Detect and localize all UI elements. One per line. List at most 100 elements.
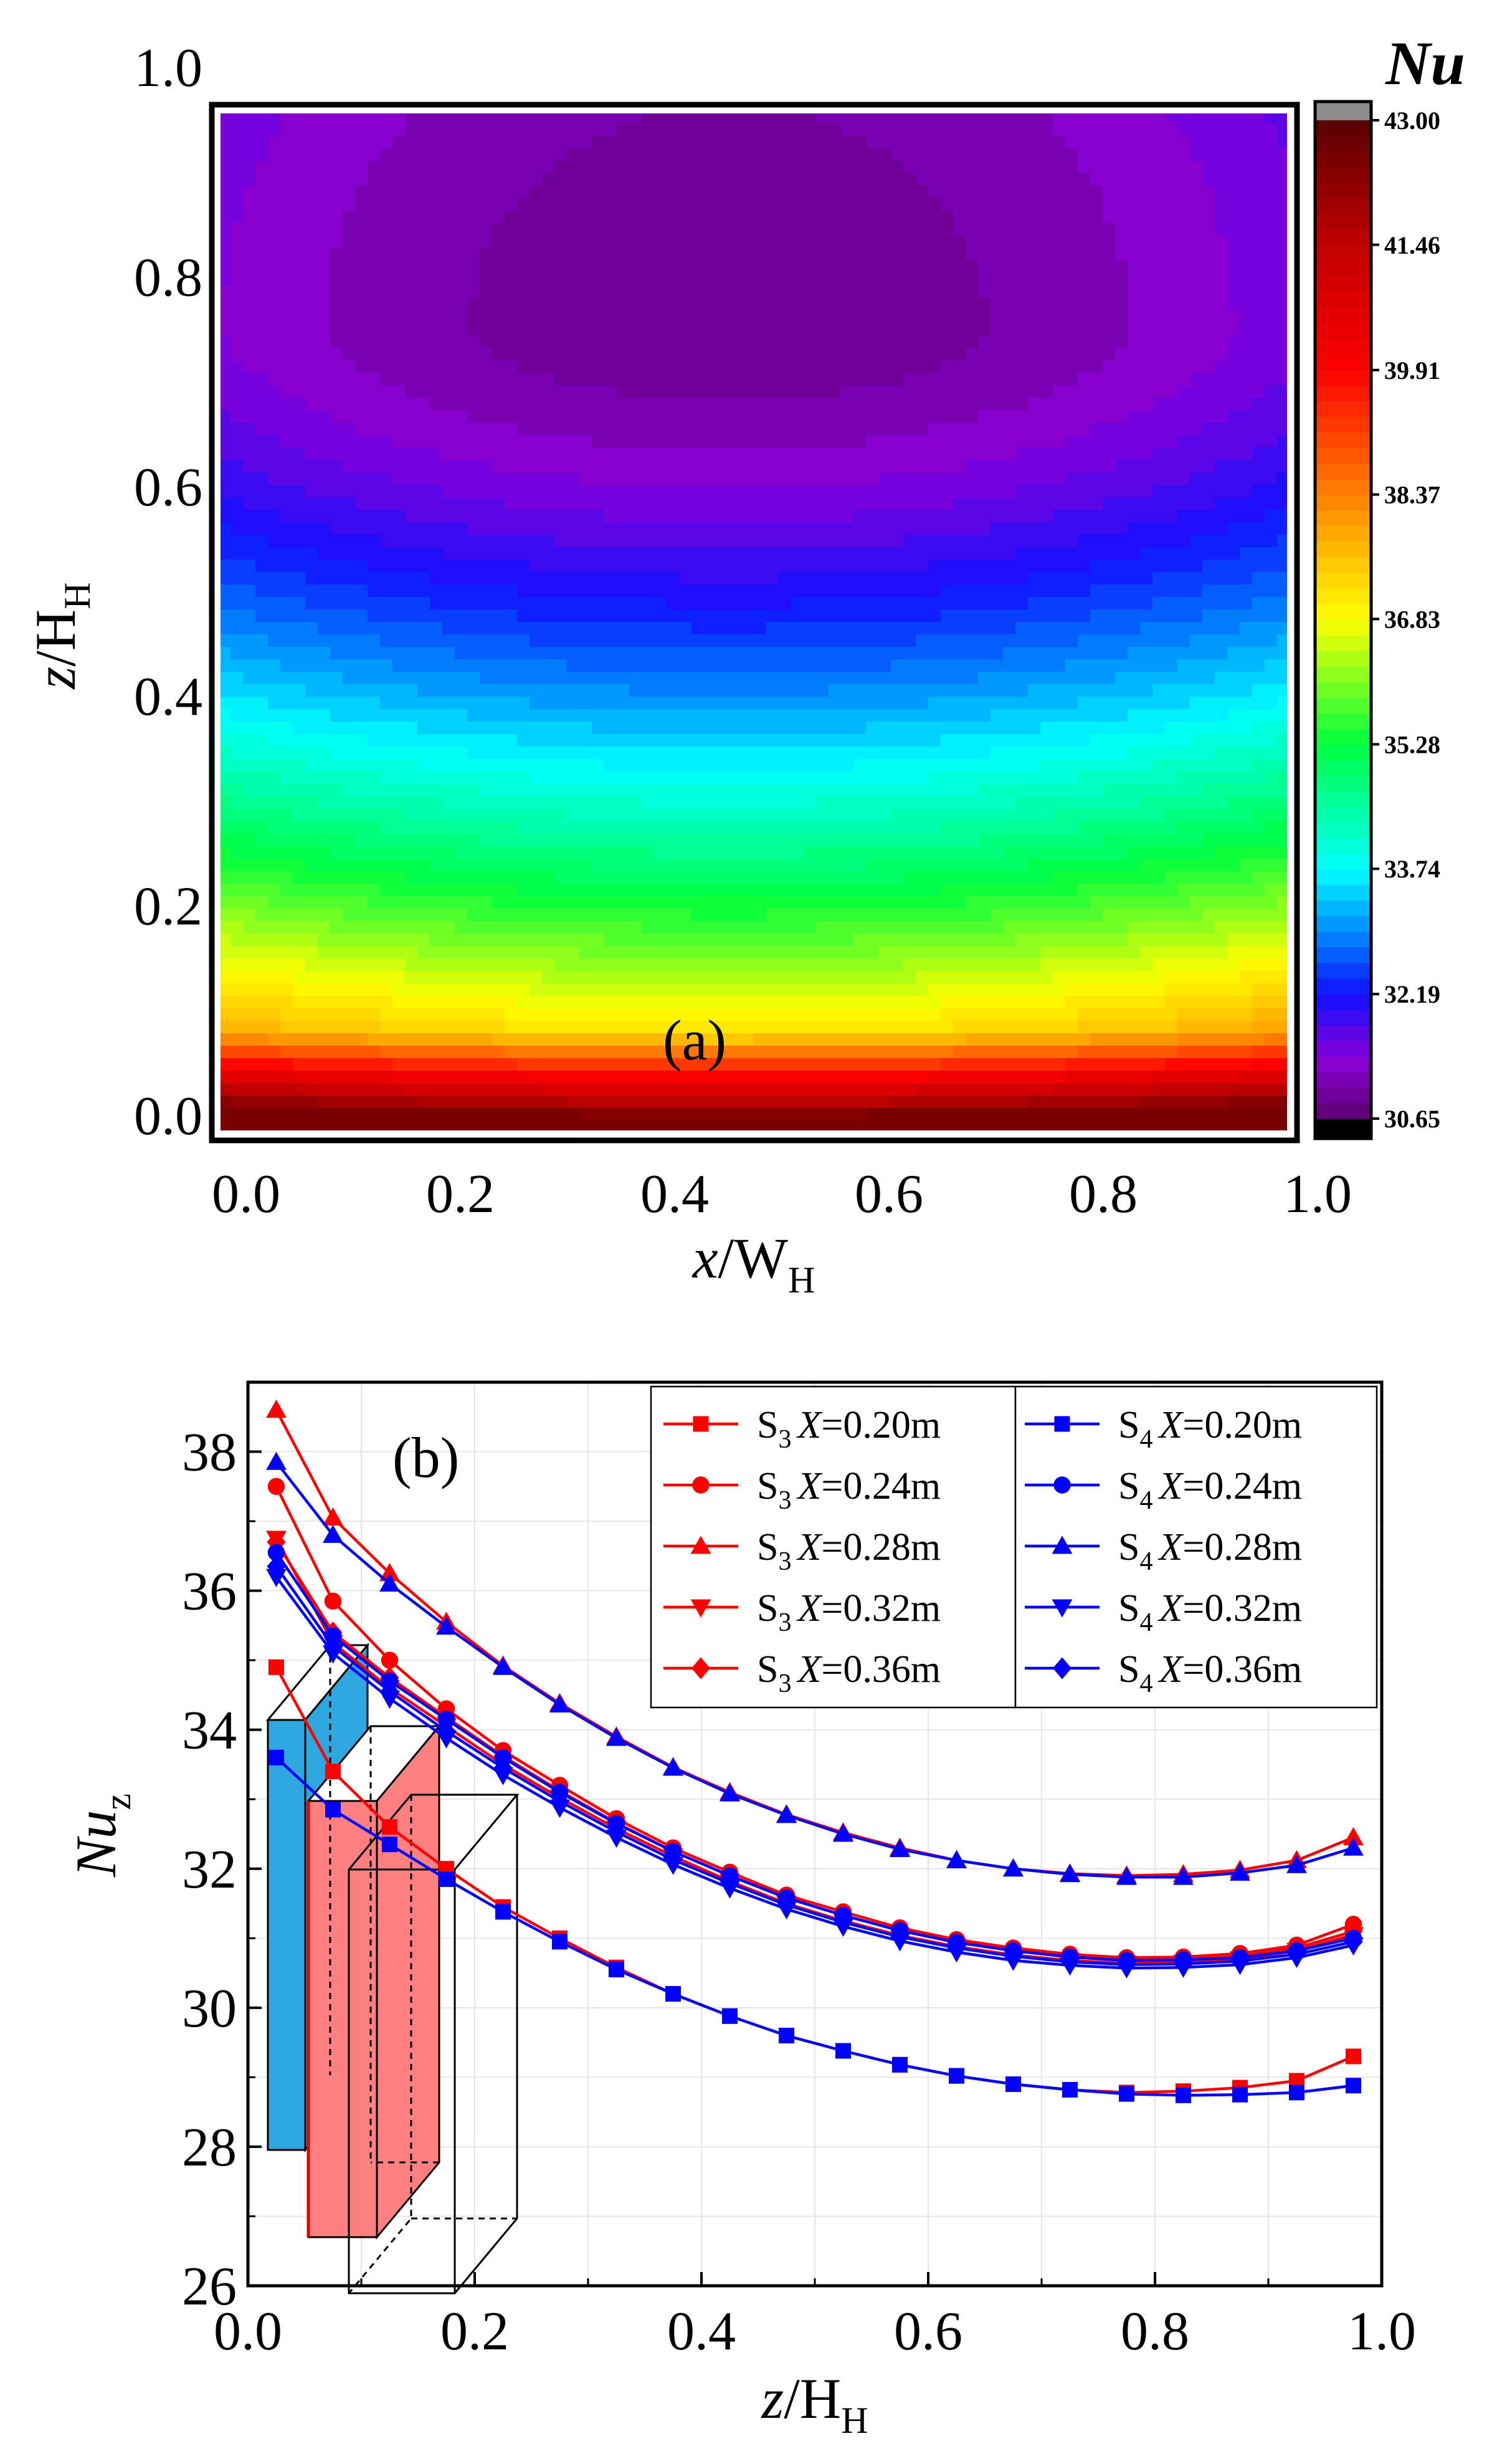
heatmap-cell <box>866 223 879 236</box>
heatmap-cell <box>716 759 729 772</box>
heatmap-cell <box>654 821 667 834</box>
heatmap-cell <box>953 771 966 785</box>
heatmap-cell <box>816 148 829 161</box>
heatmap-cell <box>405 684 418 697</box>
heatmap-cell <box>642 1108 655 1121</box>
heatmap-cell <box>791 796 804 809</box>
heatmap-cell <box>654 609 667 623</box>
heatmap-cell <box>966 796 979 809</box>
heatmap-cell <box>953 1058 966 1071</box>
heatmap-cell <box>467 597 480 610</box>
heatmap-cell <box>505 211 518 224</box>
heatmap-cell <box>530 971 543 984</box>
heatmap-cell <box>891 335 904 348</box>
heatmap-cell <box>642 348 655 361</box>
heatmap-cell <box>392 398 406 411</box>
heatmap-cell <box>417 734 430 747</box>
heatmap-cell <box>691 634 705 647</box>
heatmap-cell <box>779 547 792 560</box>
heatmap-cell <box>629 535 642 548</box>
heatmap-cell <box>243 634 256 647</box>
heatmap-cell <box>405 722 418 735</box>
heatmap-cell <box>829 659 842 672</box>
heatmap-cell <box>679 260 692 274</box>
heatmap-cell <box>791 360 804 373</box>
heatmap-cell <box>467 971 480 984</box>
heatmap-cell <box>604 248 617 261</box>
heatmap-cell <box>916 597 929 610</box>
heatmap-cell <box>255 360 268 373</box>
heatmap-cell <box>467 136 480 149</box>
heatmap-cell <box>816 273 829 286</box>
heatmap-cell <box>442 958 455 972</box>
heatmap-cell <box>804 211 817 224</box>
heatmap-cell <box>542 647 555 660</box>
heatmap-cell <box>268 784 281 797</box>
heatmap-cell <box>343 123 356 136</box>
heatmap-cell <box>866 722 879 735</box>
heatmap-cell <box>866 535 879 548</box>
heatmap-cell <box>579 236 592 249</box>
heatmap-cell <box>866 335 879 348</box>
heatmap-cell <box>654 572 667 585</box>
heatmap-cell <box>268 385 281 398</box>
heatmap-cell <box>629 983 642 996</box>
heatmap-cell <box>754 460 767 473</box>
heatmap-cell <box>243 373 256 386</box>
heatmap-cell <box>480 398 493 411</box>
heatmap-cell <box>966 585 979 598</box>
heatmap-cell <box>230 609 244 623</box>
heatmap-cell <box>891 360 904 373</box>
heatmap-cell <box>417 1083 430 1096</box>
heatmap-cell <box>766 148 779 161</box>
heatmap-cell <box>642 821 655 834</box>
heatmap-cell <box>953 323 966 336</box>
heatmap-cell <box>729 460 742 473</box>
heatmap-cell <box>343 597 356 610</box>
heatmap-cell <box>355 921 368 934</box>
heatmap-cell <box>330 136 343 149</box>
heatmap-cell <box>953 186 966 199</box>
heatmap-cell <box>505 759 518 772</box>
heatmap-cell <box>542 298 555 311</box>
heatmap-cell <box>741 859 754 872</box>
heatmap-cell <box>741 161 754 174</box>
heatmap-cell <box>966 510 979 523</box>
heatmap-cell <box>804 1008 817 1021</box>
heatmap-cell <box>853 958 867 972</box>
heatmap-cell <box>417 659 430 672</box>
heatmap-cell <box>355 1033 368 1046</box>
heatmap-cell <box>230 896 244 909</box>
heatmap-cell <box>293 921 306 934</box>
heatmap-cell <box>704 373 717 386</box>
heatmap-cell <box>280 522 293 535</box>
heatmap-cell <box>480 759 493 772</box>
heatmap-cell <box>218 560 231 573</box>
heatmap-cell <box>791 846 804 859</box>
heatmap-cell <box>455 896 468 909</box>
heatmap-cell <box>467 697 480 710</box>
heatmap-cell <box>355 335 368 348</box>
heatmap-cell <box>928 1083 941 1096</box>
heatmap-cell <box>355 1046 368 1059</box>
heatmap-cell <box>480 522 493 535</box>
heatmap-cell <box>480 111 493 124</box>
heatmap-cell <box>766 348 779 361</box>
heatmap-cell <box>729 173 742 186</box>
heatmap-cell <box>305 248 318 261</box>
heatmap-cell <box>505 597 518 610</box>
heatmap-cell <box>829 323 842 336</box>
heatmap-cell <box>293 547 306 560</box>
heatmap-cell <box>592 485 605 498</box>
heatmap-cell <box>218 260 231 274</box>
heatmap-cell <box>255 659 268 672</box>
heatmap-cell <box>355 186 368 199</box>
heatmap-cell <box>903 796 916 809</box>
heatmap-cell <box>268 921 281 934</box>
heatmap-cell <box>691 585 705 598</box>
heatmap-cell <box>579 285 592 298</box>
heatmap-cell <box>853 622 867 635</box>
heatmap-cell <box>243 111 256 124</box>
heatmap-cell <box>654 1008 667 1021</box>
heatmap-cell <box>318 859 331 872</box>
